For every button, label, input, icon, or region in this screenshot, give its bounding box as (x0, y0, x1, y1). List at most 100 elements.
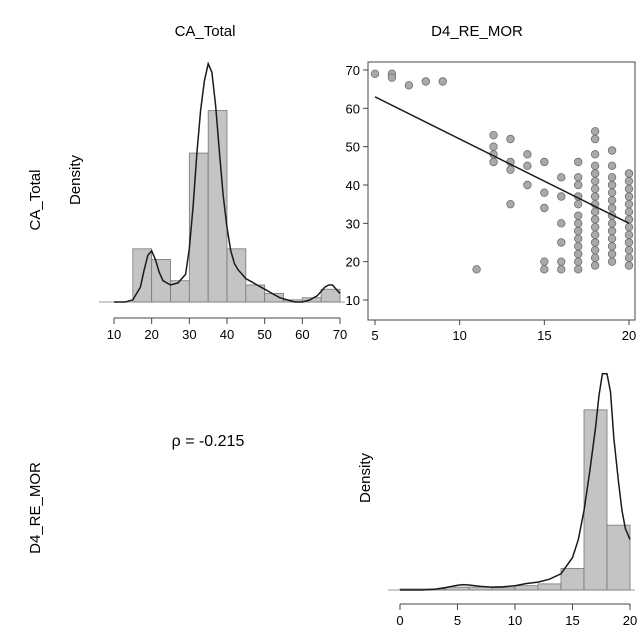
x-tick-label: 5 (454, 613, 461, 628)
density-label-bottom: Density (357, 452, 374, 503)
scatter-point (590, 161, 600, 171)
scatter-point (590, 207, 600, 217)
scatter-point (624, 253, 634, 263)
scatter-point (624, 207, 634, 217)
histogram-bar (606, 524, 631, 591)
histogram-panel-ca-total: 10 20 30 40 50 60 70 (99, 61, 347, 342)
scatter-point (489, 142, 498, 151)
scatter-point (590, 245, 600, 255)
scatter-point (540, 257, 549, 266)
density-curve (400, 373, 631, 591)
scatter-point (607, 242, 617, 251)
scatter-panel: 10 20 30 40 50 60 70 5 10 15 20 (346, 61, 636, 343)
scatter-point (540, 157, 549, 167)
histogram-bar (491, 587, 516, 591)
scatter-point (438, 77, 447, 86)
row-title-ca-total: CA_Total (27, 170, 44, 231)
scatter-point (624, 169, 634, 178)
y-tick-label: 20 (346, 255, 360, 270)
scatter-point (624, 245, 634, 255)
scatter-point (574, 242, 583, 251)
histogram-bar (320, 288, 341, 303)
scatter-point (590, 127, 600, 136)
y-tick-label: 70 (346, 63, 360, 78)
scatter-point (590, 184, 600, 194)
x-tick-label: 50 (257, 327, 271, 342)
histogram-panel-d4-re-mor: 0 5 10 15 20 (388, 373, 637, 628)
scatter-point (574, 257, 583, 266)
scatter-point (607, 234, 617, 243)
scatter-point (540, 265, 549, 274)
scatter-point (557, 265, 566, 274)
scatter-point (607, 219, 617, 228)
scatter-point (590, 222, 600, 232)
x-tick-label: 15 (537, 328, 551, 343)
x-tick-label: 30 (182, 327, 196, 342)
histogram-bar (514, 585, 539, 591)
scatter-point (557, 173, 566, 182)
regression-line (374, 96, 630, 225)
x-tick-label: 10 (508, 613, 522, 628)
scatter-point (624, 222, 634, 232)
scatter-point (557, 192, 566, 201)
x-tick-label: 20 (623, 613, 637, 628)
scatter-point (387, 73, 397, 82)
correlation-text: ρ = -0.215 (172, 433, 245, 450)
scatter-point (370, 69, 380, 79)
histogram-bar (583, 409, 608, 591)
scatter-point (574, 249, 583, 259)
scatter-point (574, 157, 583, 167)
histogram-bar (188, 152, 209, 303)
histogram-bar (264, 293, 284, 303)
x-tick-label: 20 (144, 327, 158, 342)
scatter-point (624, 261, 634, 270)
scatter-point (624, 192, 634, 201)
y-tick-label: 40 (346, 178, 360, 193)
density-label-top: Density (67, 154, 84, 205)
column-title-ca-total: CA_Total (175, 23, 236, 40)
histogram-bar (560, 567, 585, 591)
plot-frame (367, 61, 636, 321)
scatter-point (557, 238, 566, 247)
scatter-point (607, 146, 617, 155)
scatter-point (574, 219, 583, 228)
scatter-point (574, 211, 583, 220)
x-tick-label: 15 (565, 613, 579, 628)
scatter-point (624, 184, 634, 194)
x-tick-label: 0 (396, 613, 403, 628)
scatter-point (607, 203, 617, 213)
x-tick-label: 10 (107, 327, 121, 342)
scatter-point (574, 265, 583, 274)
scatter-point (404, 81, 414, 90)
x-tick-label: 60 (295, 327, 309, 342)
scatter-point (624, 199, 634, 209)
scatter-point (574, 180, 583, 190)
scatter-point (506, 199, 515, 209)
x-tick-label: 10 (452, 328, 466, 343)
histogram-bar (226, 248, 247, 303)
scatter-point (607, 249, 617, 259)
column-title-d4-re-mor: D4_RE_MOR (431, 23, 523, 40)
scatter-point (590, 230, 600, 240)
scatter-point (523, 150, 532, 159)
scatter-point (557, 257, 566, 266)
scatter-point (607, 161, 617, 171)
scatter-point (590, 169, 600, 178)
scatter-point (590, 253, 600, 263)
histogram-bar (537, 583, 562, 591)
scatter-point (540, 203, 549, 213)
y-tick-label: 50 (346, 140, 360, 155)
scatter-point (607, 257, 617, 266)
x-tick-label: 20 (622, 328, 636, 343)
scatter-point (574, 173, 583, 182)
scatter-point (590, 134, 600, 144)
x-tick-label: 70 (333, 327, 347, 342)
y-tick-label: 10 (346, 293, 360, 308)
scatter-point (590, 150, 600, 159)
scatter-point (624, 176, 634, 186)
scatter-point (421, 77, 430, 86)
scatter-point (574, 234, 583, 243)
x-tick-label: 5 (371, 328, 378, 343)
scatter-point (472, 265, 481, 274)
